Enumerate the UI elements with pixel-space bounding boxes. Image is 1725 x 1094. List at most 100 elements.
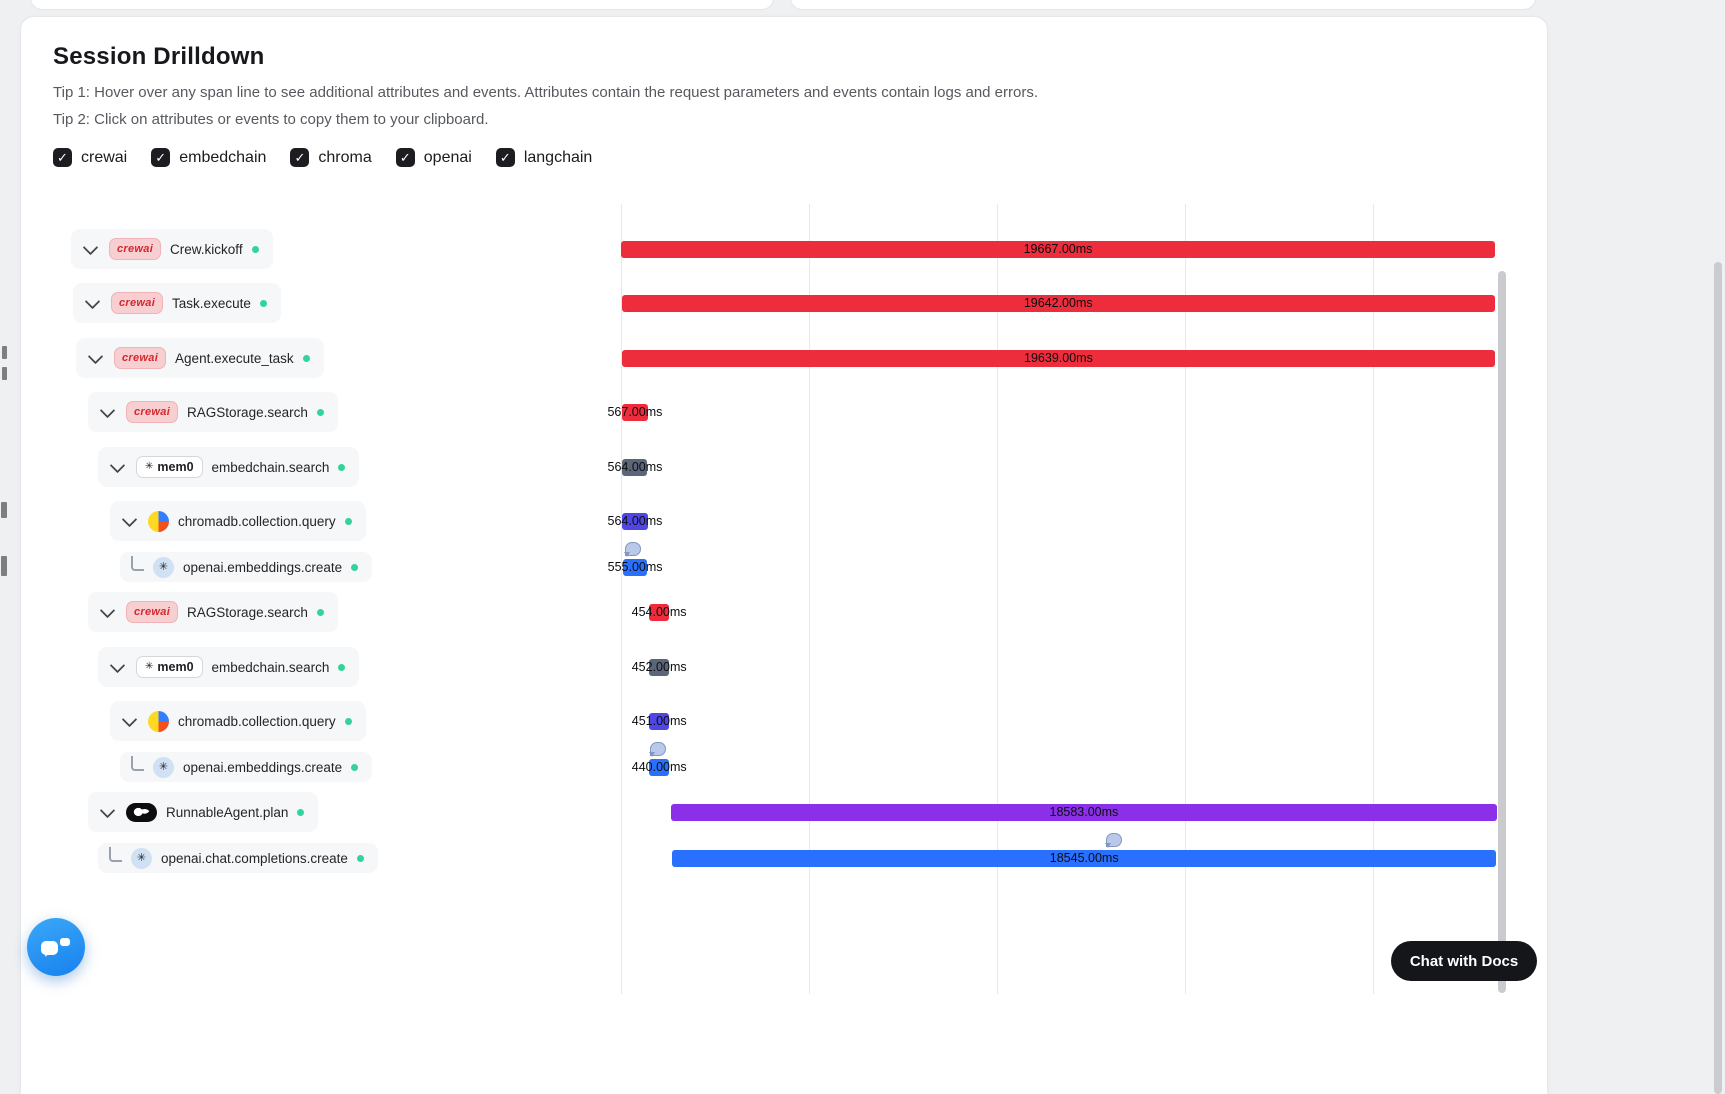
checkbox-chroma[interactable]: ✓ bbox=[290, 148, 310, 167]
span-status-dot bbox=[356, 854, 364, 862]
chevron-down-icon[interactable] bbox=[82, 293, 102, 313]
span-bar[interactable] bbox=[622, 403, 648, 421]
checkbox-crewai[interactable]: ✓ bbox=[53, 148, 72, 167]
tree-elbow-connector bbox=[109, 847, 122, 862]
span-bar[interactable] bbox=[622, 349, 1495, 367]
crewai-logo: crewai bbox=[111, 292, 164, 314]
span-bar[interactable] bbox=[649, 758, 669, 776]
chevron-down-icon[interactable] bbox=[97, 802, 117, 822]
chevron-down-icon[interactable] bbox=[119, 711, 139, 731]
span-row-RAGStorage.search[interactable]: crewai RAGStorage.search bbox=[88, 392, 338, 432]
event-bubble-icon[interactable] bbox=[1105, 833, 1123, 848]
span-row-openai.embeddings.create[interactable]: ✳ openai.embeddings.create bbox=[120, 552, 373, 582]
langchain-logo bbox=[126, 802, 157, 822]
clipped-edge-content bbox=[1, 556, 7, 576]
span-row-chromadb.collection.query[interactable]: chromadb.collection.query bbox=[110, 501, 366, 541]
chart-scrollbar[interactable] bbox=[1498, 271, 1506, 993]
span-bar[interactable] bbox=[622, 512, 648, 530]
mem0-logo-text: mem0 bbox=[157, 460, 194, 474]
span-bar[interactable] bbox=[649, 658, 670, 676]
chevron-down-icon[interactable] bbox=[97, 602, 117, 622]
span-duration-label: 564.00ms bbox=[607, 514, 663, 528]
span-name: RAGStorage.search bbox=[187, 404, 308, 420]
filter-label: langchain bbox=[523, 148, 593, 166]
chevron-down-icon[interactable] bbox=[119, 511, 139, 531]
checkbox-langchain[interactable]: ✓ bbox=[495, 148, 515, 167]
span-name: Agent.execute_task bbox=[175, 350, 294, 366]
span-status-dot bbox=[302, 354, 310, 362]
span-row-RunnableAgent.plan[interactable]: RunnableAgent.plan bbox=[88, 792, 319, 832]
span-row-embedchain.search[interactable]: ✳ mem0 embedchain.search bbox=[98, 447, 360, 487]
chevron-down-icon[interactable] bbox=[97, 402, 117, 422]
span-duration-label: 19642.00ms bbox=[1023, 296, 1093, 310]
top-card-left bbox=[30, 0, 774, 10]
span-bar[interactable] bbox=[649, 712, 670, 730]
clipped-edge-content bbox=[2, 367, 7, 380]
span-bar[interactable] bbox=[621, 294, 1495, 312]
span-row-openai.chat.completions.create[interactable]: ✳ openai.chat.completions.create bbox=[98, 843, 378, 873]
mem0-asterisk-icon: ✳ bbox=[145, 661, 154, 672]
span-duration-label: 564.00ms bbox=[607, 460, 663, 474]
span-duration-label: 19667.00ms bbox=[1023, 242, 1093, 256]
openai-logo: ✳ bbox=[153, 756, 174, 778]
gridline bbox=[1185, 204, 1186, 994]
filter-label: embedchain bbox=[179, 148, 267, 166]
span-name: chromadb.collection.query bbox=[178, 513, 336, 529]
span-status-dot bbox=[338, 663, 346, 671]
span-duration-label: 567.00ms bbox=[607, 405, 663, 419]
span-name: RAGStorage.search bbox=[187, 604, 308, 620]
filter-label: openai bbox=[423, 148, 472, 166]
chat-bubbles-icon bbox=[40, 935, 72, 959]
filter-openai[interactable]: ✓ openai bbox=[395, 148, 472, 167]
chevron-down-icon[interactable] bbox=[107, 457, 127, 477]
span-row-openai.embeddings.create[interactable]: ✳ openai.embeddings.create bbox=[120, 752, 373, 782]
page-scrollbar[interactable] bbox=[1714, 262, 1722, 1094]
checkbox-embedchain[interactable]: ✓ bbox=[151, 148, 171, 167]
span-status-dot bbox=[351, 563, 359, 571]
chat-widget-button[interactable] bbox=[27, 918, 85, 976]
span-name: openai.chat.completions.create bbox=[161, 850, 348, 866]
span-bar[interactable] bbox=[622, 558, 648, 576]
chevron-down-icon[interactable] bbox=[85, 348, 105, 368]
chat-with-docs-button[interactable]: Chat with Docs bbox=[1391, 941, 1537, 981]
span-duration-label: 440.00ms bbox=[631, 760, 687, 774]
span-bar[interactable] bbox=[672, 849, 1497, 867]
span-status-dot bbox=[344, 517, 352, 525]
event-bubble-icon[interactable] bbox=[623, 542, 641, 557]
filter-embedchain[interactable]: ✓ embedchain bbox=[151, 148, 266, 167]
span-status-dot bbox=[259, 299, 267, 307]
chevron-down-icon[interactable] bbox=[80, 239, 100, 259]
filter-chroma[interactable]: ✓ chroma bbox=[290, 148, 372, 167]
page-title: Session Drilldown bbox=[53, 43, 265, 70]
checkbox-openai[interactable]: ✓ bbox=[395, 148, 415, 167]
tip-2: Tip 2: Click on attributes or events to … bbox=[53, 111, 489, 128]
gridline bbox=[621, 204, 622, 994]
span-status-dot bbox=[316, 608, 324, 616]
span-duration-label: 454.00ms bbox=[631, 605, 687, 619]
span-bar[interactable] bbox=[648, 603, 670, 621]
event-bubble-icon[interactable] bbox=[648, 742, 666, 757]
crewai-logo: crewai bbox=[126, 601, 179, 623]
span-status-dot bbox=[344, 717, 352, 725]
filter-crewai[interactable]: ✓ crewai bbox=[53, 148, 127, 167]
crewai-logo: crewai bbox=[109, 238, 162, 260]
filter-langchain[interactable]: ✓ langchain bbox=[495, 148, 593, 167]
chroma-logo bbox=[148, 710, 169, 732]
span-bar[interactable] bbox=[621, 240, 1495, 258]
span-row-embedchain.search[interactable]: ✳ mem0 embedchain.search bbox=[98, 647, 360, 687]
span-row-Crew.kickoff[interactable]: crewai Crew.kickoff bbox=[71, 229, 273, 269]
chevron-down-icon[interactable] bbox=[107, 657, 127, 677]
span-row-Task.execute[interactable]: crewai Task.execute bbox=[73, 283, 281, 323]
span-row-chromadb.collection.query[interactable]: chromadb.collection.query bbox=[110, 701, 366, 741]
span-row-RAGStorage.search[interactable]: crewai RAGStorage.search bbox=[88, 592, 338, 632]
gridline bbox=[997, 204, 998, 994]
span-status-dot bbox=[251, 245, 259, 253]
span-bar[interactable] bbox=[670, 803, 1497, 821]
gridline bbox=[1373, 204, 1374, 994]
span-row-Agent.execute_task[interactable]: crewai Agent.execute_task bbox=[76, 338, 324, 378]
span-duration-label: 452.00ms bbox=[631, 660, 687, 674]
crewai-logo: crewai bbox=[114, 347, 167, 369]
top-card-right bbox=[790, 0, 1536, 10]
span-bar[interactable] bbox=[622, 458, 648, 476]
